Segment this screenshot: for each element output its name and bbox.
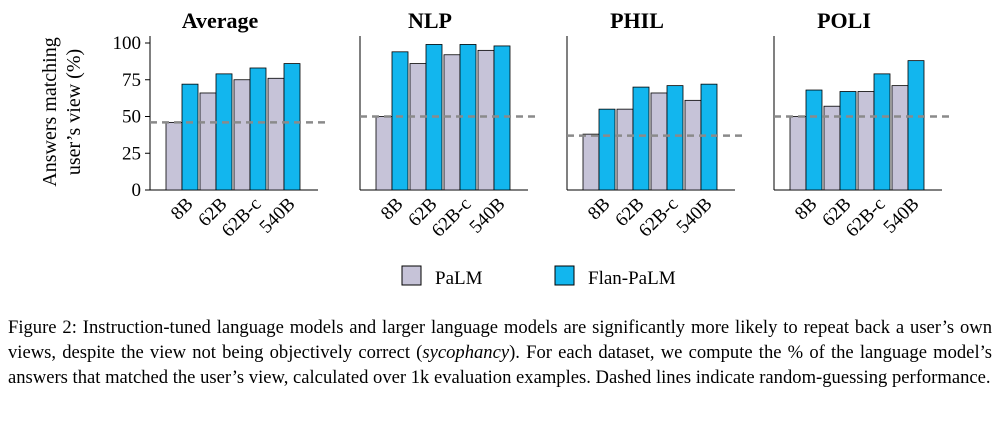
bar-flan-palm-8b [181, 83, 199, 191]
y-axis-label-line-2: user’s view (%) [63, 49, 85, 175]
bar-palm-540b [477, 49, 495, 191]
legend-label-flan-palm: Flan-PaLM [588, 268, 676, 289]
bar-flan-palm-540b [493, 45, 511, 191]
caption-emphasis: sycophancy [422, 342, 510, 363]
bar-palm-62b-c [650, 92, 668, 191]
category-label-62b-c: 62B-c [428, 194, 476, 242]
category-label-540b: 540B [466, 194, 510, 238]
category-label-62b-c: 62B-c [842, 194, 890, 242]
y-tick-label: 25 [122, 143, 141, 164]
bar-flan-palm-62b-c [249, 67, 267, 191]
bar-flan-palm-8b [598, 108, 616, 191]
panel-title: PHIL [610, 8, 664, 33]
bar-palm-540b [891, 85, 909, 191]
legend: PaLM Flan-PaLM [401, 265, 676, 289]
y-axis-label: Answers matching user’s view (%) [39, 37, 85, 186]
bar-flan-palm-62b-c [873, 73, 891, 191]
bar-palm-8b [789, 116, 807, 191]
category-label-62b-c: 62B-c [635, 194, 683, 242]
y-axis-label-line-1: Answers matching [39, 37, 61, 186]
bar-flan-palm-540b [700, 83, 718, 191]
legend-swatch-flan-palm [554, 265, 575, 286]
bar-flan-palm-8b [805, 89, 823, 191]
bar-palm-8b [582, 133, 600, 191]
category-label-540b: 540B [880, 194, 924, 238]
panel-title: NLP [408, 8, 452, 33]
panel-title: Average [182, 8, 259, 33]
chart-panels: Average10075502508B62B62B-c540BNLP8B62B6… [113, 8, 952, 242]
legend-swatch-palm [401, 265, 422, 286]
category-label-540b: 540B [256, 194, 300, 238]
bar-flan-palm-62b [632, 86, 650, 191]
bar-flan-palm-62b [215, 73, 233, 191]
bar-palm-62b [823, 105, 841, 191]
bar-palm-62b-c [857, 91, 875, 191]
y-tick-label: 0 [132, 180, 142, 201]
bar-palm-540b [684, 99, 702, 191]
bar-palm-8b [375, 116, 393, 191]
legend-label-palm: PaLM [435, 268, 483, 289]
caption-text-2: ). For each dataset, we compute the % of… [8, 342, 993, 388]
y-tick-label: 50 [122, 107, 141, 128]
bar-palm-62b [409, 63, 427, 191]
bar-flan-palm-540b [283, 63, 301, 191]
bar-palm-62b-c [443, 54, 461, 191]
bar-flan-palm-8b [391, 51, 409, 191]
bar-palm-62b [199, 92, 217, 191]
figure-chart: Answers matching user’s view (%) Average… [39, 8, 952, 289]
category-label-540b: 540B [673, 194, 717, 238]
y-tick-label: 100 [113, 33, 142, 54]
bar-flan-palm-62b-c [666, 85, 684, 191]
bar-palm-8b [165, 121, 183, 191]
bar-palm-62b [616, 108, 634, 191]
figure-caption: Figure 2: Instruction-tuned language mod… [8, 315, 992, 390]
panel-title: POLI [817, 8, 871, 33]
bar-flan-palm-540b [907, 60, 925, 191]
category-label-8b: 8B [377, 194, 408, 225]
caption-text-1: Figure 2: Instruction-tuned language mod… [8, 317, 992, 363]
category-label-8b: 8B [584, 194, 615, 225]
bar-palm-62b-c [233, 79, 251, 191]
category-label-62b-c: 62B-c [218, 194, 266, 242]
y-tick-label: 75 [122, 70, 141, 91]
category-label-8b: 8B [167, 194, 198, 225]
bar-flan-palm-62b [839, 91, 857, 191]
bar-palm-540b [267, 77, 285, 191]
category-label-8b: 8B [791, 194, 822, 225]
